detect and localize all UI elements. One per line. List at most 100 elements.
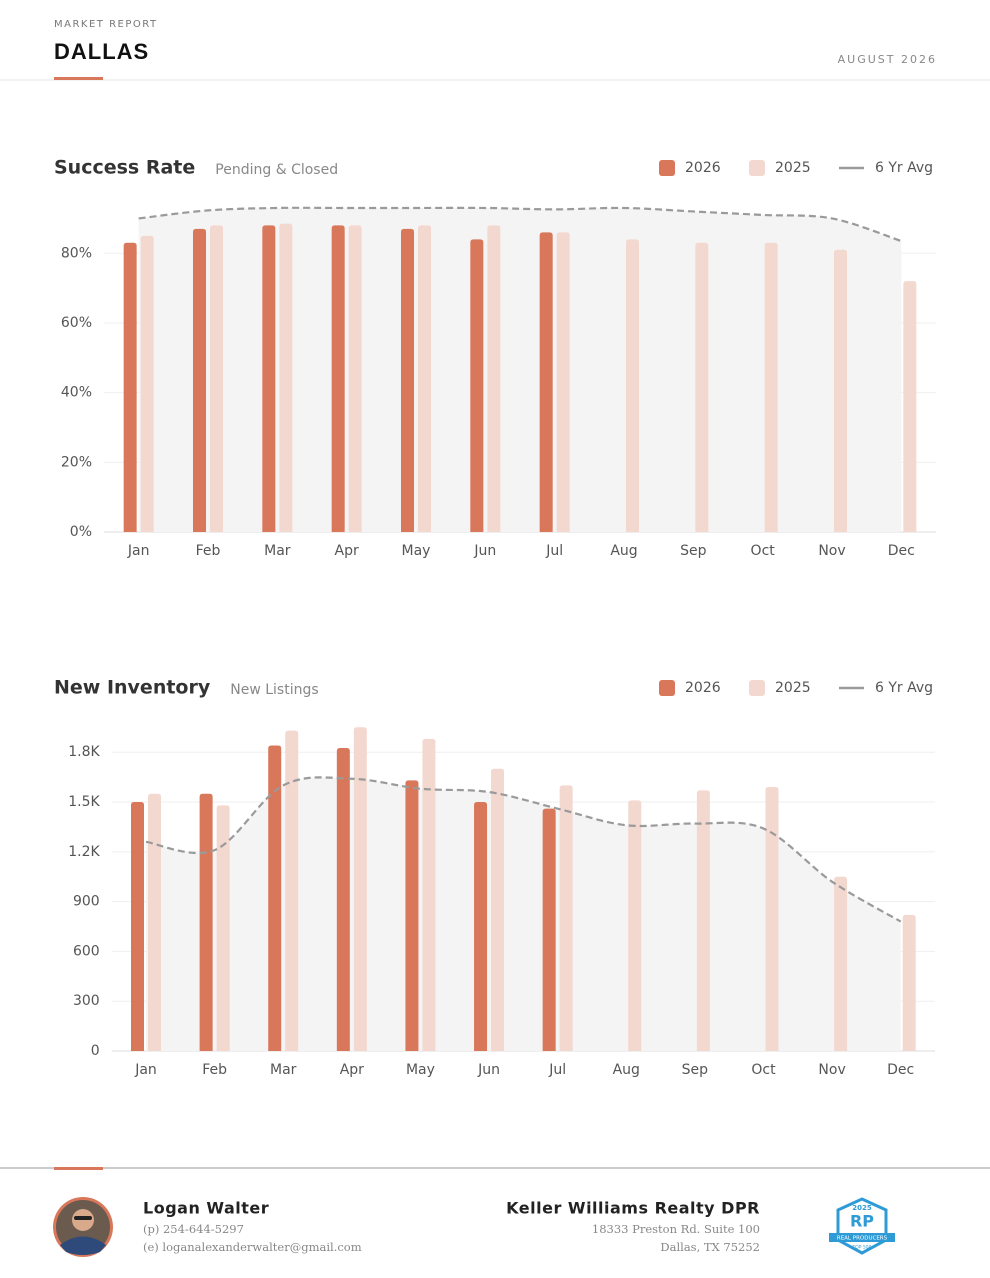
chart: Success Rate Pending & Closed 2026 2025 6 Yr… (54, 157, 936, 559)
bar (491, 768, 505, 1051)
bar (268, 745, 282, 1051)
x-tick-label: Jun (473, 543, 496, 559)
badge-mark: RP (850, 1212, 874, 1231)
y-tick-label: 60% (61, 315, 92, 331)
bar (148, 793, 162, 1051)
bar (199, 793, 213, 1051)
avg-area (146, 777, 901, 1051)
badge-line2: TOP 500 (851, 1245, 871, 1251)
x-tick-label: Aug (610, 543, 637, 559)
x-tick-label: Sep (682, 1062, 709, 1078)
x-tick-label: Aug (613, 1062, 640, 1078)
y-tick-label: 0% (70, 524, 92, 540)
footer-accent (54, 1167, 103, 1170)
legend-label: 6 Yr Avg (875, 160, 933, 176)
chart-subtitle: Pending & Closed (215, 162, 338, 178)
x-tick-label: Dec (887, 1062, 914, 1078)
agent-name: Logan Walter (143, 1199, 269, 1218)
x-tick-label: Mar (270, 1062, 297, 1078)
legend-swatch (749, 680, 765, 696)
bar (331, 225, 345, 533)
bar (834, 876, 848, 1051)
x-tick-label: Jun (477, 1062, 500, 1078)
x-tick-label: Sep (680, 543, 707, 559)
company-name: Keller Williams Realty DPR (506, 1199, 760, 1218)
bar (902, 914, 916, 1051)
x-tick-label: Jan (134, 1062, 157, 1078)
x-tick-label: May (406, 1062, 435, 1078)
bar (626, 239, 639, 533)
legend-swatch (659, 680, 675, 696)
company-city: Dallas, TX 75252 (660, 1240, 760, 1254)
y-tick-label: 900 (73, 894, 100, 910)
bar (353, 727, 367, 1051)
x-tick-label: Jul (548, 1062, 566, 1078)
header-accent (54, 77, 103, 80)
avg-area (138, 207, 902, 532)
bar (628, 800, 642, 1051)
bar (418, 225, 431, 533)
bar (422, 738, 436, 1051)
y-tick-label: 1.8K (68, 744, 100, 760)
report-kicker: MARKET REPORT (54, 19, 158, 30)
legend-swatch (749, 160, 765, 176)
x-tick-label: Nov (818, 543, 845, 559)
chart-title: New Inventory (54, 677, 211, 699)
report-date: AUGUST 2026 (838, 53, 937, 66)
legend-label: 2026 (685, 680, 721, 696)
bar (834, 249, 847, 533)
bar (539, 232, 553, 532)
bar (193, 228, 206, 532)
x-tick-label: Nov (818, 1062, 845, 1078)
chart-title: Success Rate (54, 157, 195, 179)
x-tick-label: Dec (888, 543, 915, 559)
y-tick-label: 1.2K (68, 844, 100, 860)
bar (487, 225, 501, 533)
bar (279, 223, 293, 532)
x-tick-label: Feb (196, 543, 221, 559)
x-tick-label: Oct (751, 543, 776, 559)
x-tick-label: Jan (127, 543, 150, 559)
bar (470, 239, 484, 533)
x-tick-label: Feb (202, 1062, 227, 1078)
bar (542, 808, 556, 1051)
x-tick-label: Mar (264, 543, 291, 559)
legend-label: 2026 (685, 160, 721, 176)
y-tick-label: 0 (91, 1043, 100, 1059)
bar (140, 235, 154, 532)
bar (123, 242, 137, 532)
x-tick-label: Apr (335, 543, 359, 559)
legend-label: 6 Yr Avg (875, 680, 933, 696)
agent-phone: (p) 254-644-5297 (143, 1222, 244, 1236)
agent-photo (53, 1197, 113, 1257)
legend-swatch (659, 160, 675, 176)
avg-line (145, 776, 902, 923)
bar (285, 730, 299, 1051)
avg-line (138, 206, 902, 243)
chart: New Inventory New Listings 2026 2025 6 Yr Av… (54, 677, 935, 1078)
x-tick-label: May (402, 543, 431, 559)
bar (210, 225, 223, 533)
bar (348, 225, 362, 533)
x-tick-label: Apr (340, 1062, 364, 1078)
bar (903, 281, 917, 532)
y-tick-label: 600 (73, 943, 100, 959)
y-tick-label: 300 (73, 993, 100, 1009)
bar (336, 748, 350, 1051)
chart-subtitle: New Listings (230, 682, 318, 698)
bar (695, 242, 709, 532)
bar (262, 225, 276, 533)
company-address: 18333 Preston Rd. Suite 100 (592, 1222, 760, 1236)
bar (764, 242, 778, 532)
bar (559, 785, 573, 1051)
badge-year: 2025 (852, 1204, 872, 1212)
badge: 2025 RP REAL PRODUCERS TOP 500 (829, 1197, 895, 1255)
y-tick-label: 1.5K (68, 794, 100, 810)
x-tick-label: Jul (545, 543, 563, 559)
bar (765, 787, 779, 1051)
badge-line1: REAL PRODUCERS (837, 1236, 888, 1242)
agent-email: (e) loganalexanderwalter@gmail.com (143, 1240, 362, 1254)
y-tick-label: 40% (61, 385, 92, 401)
bar (696, 790, 710, 1051)
bar (556, 232, 570, 532)
